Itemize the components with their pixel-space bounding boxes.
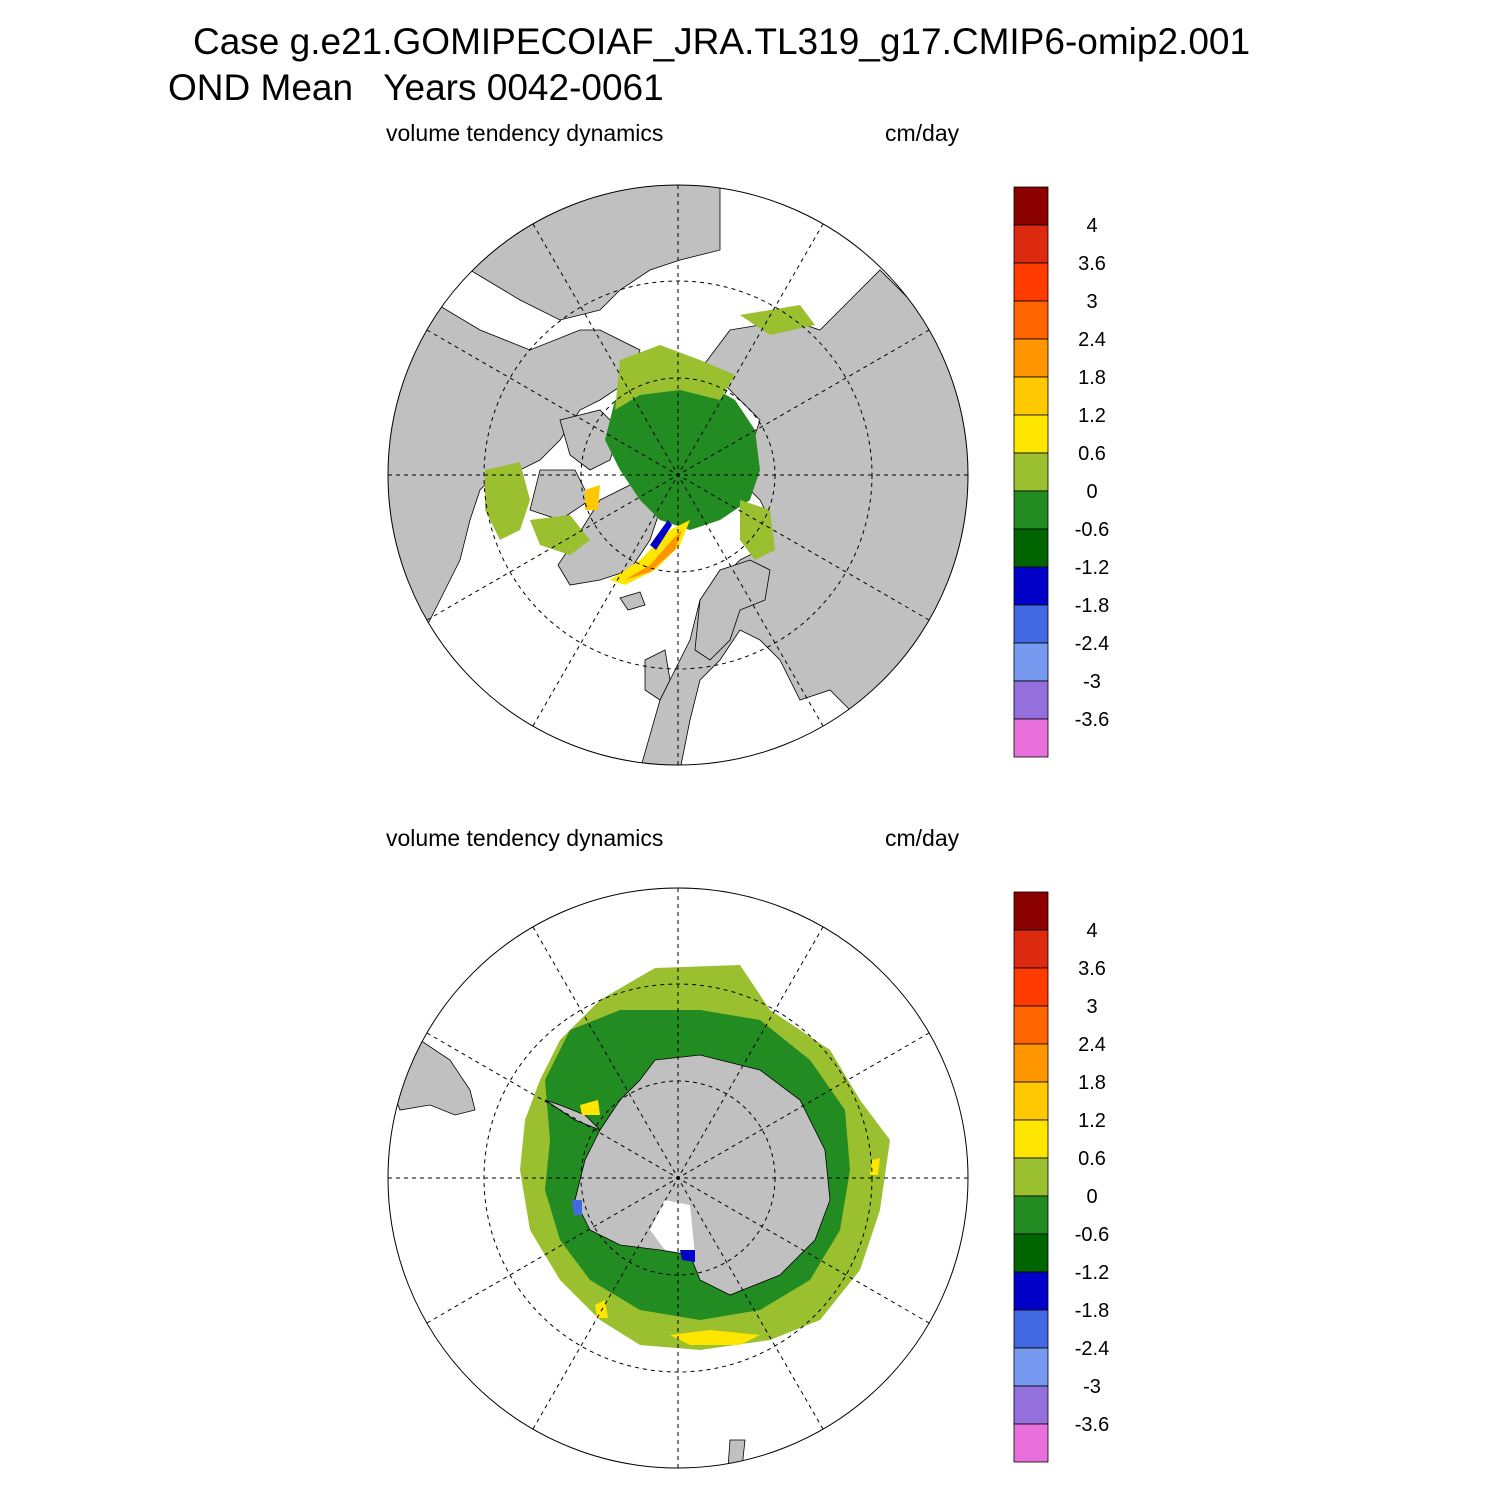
antarctic-colorbar-swatch xyxy=(1013,967,1049,1007)
antarctic-colorbar-tick-label: -0.6 xyxy=(1075,1224,1109,1246)
arctic-colorbar-swatch xyxy=(1013,186,1049,226)
arctic-colorbar-swatch xyxy=(1013,224,1049,264)
arctic-colorbar-tick-label: -0.6 xyxy=(1075,519,1109,541)
antarctic-colorbar-tick-label: -3 xyxy=(1083,1376,1101,1398)
antarctic-ross-ice-shelf xyxy=(650,1200,695,1255)
antarctic-colorbar-tick-label: -3.6 xyxy=(1075,1414,1109,1436)
arctic-colorbar-swatch xyxy=(1013,718,1049,758)
arctic-field-greenland-blue xyxy=(650,520,672,550)
antarctic-units-label: cm/day xyxy=(885,825,960,851)
arctic-land-british-isles xyxy=(644,649,671,701)
arctic-field-baffin-positive xyxy=(530,515,590,555)
antarctic-colorbar-swatch xyxy=(1013,891,1049,931)
arctic-field-central-negative xyxy=(605,380,760,530)
arctic-colorbar-tick-label: -3.6 xyxy=(1075,709,1109,731)
antarctic-colorbar-swatch xyxy=(1013,1271,1049,1311)
arctic-colorbar-tick-label: 0 xyxy=(1086,481,1097,503)
antarctic-colorbar-tick-label: -1.8 xyxy=(1075,1300,1109,1322)
arctic-land-scandinavia xyxy=(694,559,771,661)
antarctic-colorbar-swatch xyxy=(1013,1309,1049,1349)
antarctic-colorbar-swatch xyxy=(1013,1119,1049,1159)
arctic-units-label: cm/day xyxy=(885,120,960,146)
arctic-graticule xyxy=(388,185,968,765)
arctic-colorbar-tick-label: -1.2 xyxy=(1075,557,1109,579)
arctic-land-canadian-archipelago xyxy=(559,409,621,471)
arctic-map xyxy=(387,184,969,766)
arctic-colorbar-swatch xyxy=(1013,338,1049,378)
antarctic-land-africa-tip xyxy=(727,1439,746,1468)
antarctic-colorbar-tick-label: -1.2 xyxy=(1075,1262,1109,1284)
arctic-colorbar-swatch xyxy=(1013,680,1049,720)
antarctic-graticule xyxy=(388,888,968,1468)
arctic-field-fram-yellow xyxy=(610,520,690,585)
antarctic-map-border xyxy=(387,887,969,1469)
antarctic-colorbar-swatch xyxy=(1013,1157,1049,1197)
arctic-colorbar-tick-label: -2.4 xyxy=(1075,633,1109,655)
arctic-colorbar-swatch xyxy=(1013,376,1049,416)
antarctic-colorbar-tick-label: 4 xyxy=(1086,920,1097,942)
arctic-land-iceland xyxy=(619,591,646,611)
antarctic-map xyxy=(387,887,969,1469)
arctic-colorbar-swatch xyxy=(1013,452,1049,492)
antarctic-colorbar-swatch xyxy=(1013,1005,1049,1045)
arctic-colorbar-tick-label: -1.8 xyxy=(1075,595,1109,617)
arctic-colorbar-tick-label: 3 xyxy=(1086,291,1097,313)
antarctic-colorbar-tick-label: 0 xyxy=(1086,1186,1097,1208)
arctic-colorbar-swatch xyxy=(1013,300,1049,340)
antarctic-colorbar-tick-label: 0.6 xyxy=(1078,1148,1106,1170)
arctic-colorbar-swatch xyxy=(1013,262,1049,302)
arctic-field-hudson-positive xyxy=(485,462,530,540)
case-title: Case g.e21.GOMIPECOIAF_JRA.TL319_g17.CMI… xyxy=(193,21,1251,62)
arctic-land-baffin xyxy=(529,469,591,521)
arctic-colorbar-tick-label: 4 xyxy=(1086,215,1097,237)
antarctic-colorbar-swatch xyxy=(1013,929,1049,969)
arctic-map-border xyxy=(387,184,969,766)
arctic-colorbar-tick-label: 1.2 xyxy=(1078,405,1106,427)
arctic-colorbar-tick-label: 0.6 xyxy=(1078,443,1106,465)
antarctic-land-continent xyxy=(574,1054,831,1296)
antarctic-field-yellow-west xyxy=(595,1300,608,1318)
antarctic-colorbar: 4 3.6 3 2.4 1.8 1.2 0.6 0 -0.6 -1.2 -1.8 -2.4 -3 -3.6 xyxy=(1013,891,1109,1463)
arctic-colorbar-tick-label: -3 xyxy=(1083,671,1101,693)
antarctic-colorbar-tick-label: 3 xyxy=(1086,996,1097,1018)
arctic-colorbar-swatch xyxy=(1013,414,1049,454)
arctic-colorbar-swatch xyxy=(1013,604,1049,644)
antarctic-variable-label: volume tendency dynamics xyxy=(386,825,664,851)
arctic-colorbar-swatch xyxy=(1013,528,1049,568)
arctic-field-baffin-yellow xyxy=(585,485,600,510)
antarctic-colorbar-tick-label: 1.8 xyxy=(1078,1072,1106,1094)
arctic-colorbar-swatch xyxy=(1013,642,1049,682)
arctic-field-chukchi-positive xyxy=(615,345,735,410)
arctic-colorbar: 4 3.6 3 2.4 1.8 1.2 0.6 0 -0.6 -1.2 -1.8 -2.4 -3 -3.6 xyxy=(1013,186,1109,758)
antarctic-colorbar-swatch xyxy=(1013,1347,1049,1387)
antarctic-colorbar-tick-label: -2.4 xyxy=(1075,1338,1109,1360)
antarctic-field-yellow-weddell xyxy=(580,1100,600,1115)
antarctic-field-yellow-north xyxy=(670,1330,760,1345)
antarctic-colorbar-tick-label: 3.6 xyxy=(1078,958,1106,980)
antarctic-colorbar-swatch xyxy=(1013,1233,1049,1273)
arctic-colorbar-swatch xyxy=(1013,490,1049,530)
antarctic-colorbar-swatch xyxy=(1013,1081,1049,1121)
antarctic-colorbar-swatch xyxy=(1013,1043,1049,1083)
arctic-field-okhotsk-positive xyxy=(740,305,815,335)
antarctic-colorbar-swatch xyxy=(1013,1385,1049,1425)
arctic-variable-label: volume tendency dynamics xyxy=(386,120,664,146)
arctic-colorbar-swatch xyxy=(1013,566,1049,606)
period-title: OND Mean Years 0042-0061 xyxy=(168,67,664,108)
antarctic-colorbar-tick-label: 2.4 xyxy=(1078,1034,1106,1056)
arctic-colorbar-tick-label: 1.8 xyxy=(1078,367,1106,389)
antarctic-field-yellow-east xyxy=(870,1158,880,1175)
arctic-colorbar-tick-label: 2.4 xyxy=(1078,329,1106,351)
antarctic-colorbar-swatch xyxy=(1013,1423,1049,1463)
antarctic-field-blue-ross xyxy=(680,1250,695,1262)
antarctic-colorbar-swatch xyxy=(1013,1195,1049,1235)
antarctic-colorbar-tick-label: 1.2 xyxy=(1078,1110,1106,1132)
antarctic-field-blue-peninsula xyxy=(572,1200,582,1215)
arctic-colorbar-tick-label: 3.6 xyxy=(1078,253,1106,275)
